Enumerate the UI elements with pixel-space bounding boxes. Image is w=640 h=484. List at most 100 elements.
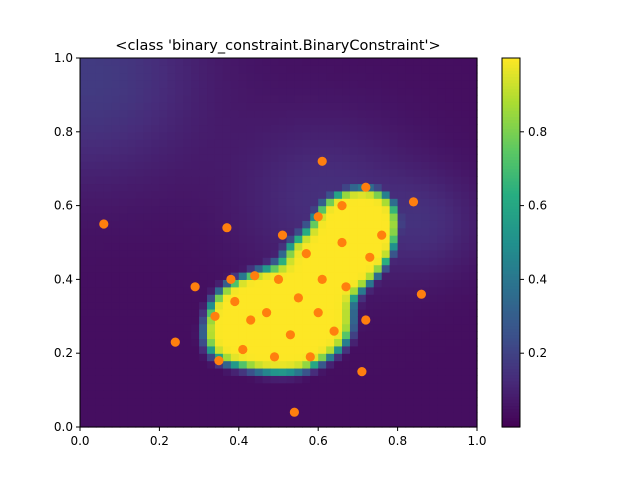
heatmap-cell: [199, 294, 208, 303]
heatmap-cell: [183, 153, 192, 162]
heatmap-cell: [183, 190, 192, 199]
heatmap-cell: [469, 331, 478, 340]
heatmap-cell: [143, 338, 153, 347]
heatmap-cell: [405, 168, 415, 177]
heatmap-cell: [278, 65, 288, 74]
heatmap-cell: [262, 404, 272, 413]
heatmap-cell: [167, 153, 176, 162]
heatmap-cell: [437, 183, 446, 192]
heatmap-cell: [191, 353, 200, 362]
heatmap-cell: [111, 308, 121, 317]
heatmap-cell: [143, 331, 153, 340]
heatmap-cell: [246, 109, 256, 118]
heatmap-cell: [429, 153, 438, 162]
heatmap-cell: [318, 338, 327, 347]
heatmap-cell: [286, 249, 295, 258]
heatmap-cell: [119, 264, 129, 273]
heatmap-cell: [405, 235, 415, 244]
heatmap-cell: [159, 235, 168, 244]
heatmap-cell: [111, 249, 121, 258]
colorbar-segment: [502, 371, 520, 376]
heatmap-cell: [397, 198, 407, 207]
heatmap-cell: [159, 153, 168, 162]
heatmap-cell: [183, 183, 192, 192]
heatmap-cell: [230, 220, 240, 229]
heatmap-cell: [183, 102, 192, 111]
colorbar-segment: [502, 116, 520, 121]
heatmap-cell: [421, 412, 430, 421]
heatmap-cell: [246, 242, 256, 251]
heatmap-cell: [151, 264, 160, 273]
heatmap-cell: [429, 397, 438, 406]
heatmap-cell: [342, 102, 351, 111]
heatmap-cell: [230, 117, 240, 126]
heatmap-cell: [302, 212, 311, 221]
heatmap-cell: [95, 94, 105, 103]
heatmap-cell: [357, 308, 367, 317]
heatmap-cell: [159, 176, 168, 185]
heatmap-cell: [437, 286, 446, 295]
heatmap-cell: [334, 190, 343, 199]
heatmap-cell: [294, 124, 303, 133]
heatmap-cell: [270, 249, 280, 258]
heatmap-cell: [318, 249, 327, 258]
heatmap-cell: [349, 87, 359, 96]
heatmap-cell: [445, 279, 454, 288]
heatmap-cell: [191, 198, 200, 207]
heatmap-cell: [294, 404, 303, 413]
heatmap-cell: [429, 220, 438, 229]
heatmap-cell: [365, 375, 375, 384]
heatmap-cell: [318, 102, 327, 111]
heatmap-cell: [413, 345, 423, 354]
heatmap-cell: [373, 294, 383, 303]
heatmap-cell: [286, 316, 295, 325]
heatmap-cell: [342, 257, 351, 266]
heatmap-cell: [302, 102, 311, 111]
heatmap-cell: [135, 242, 145, 251]
heatmap-cell: [270, 190, 280, 199]
heatmap-cell: [342, 264, 351, 273]
heatmap-cell: [278, 308, 288, 317]
heatmap-cell: [318, 220, 327, 229]
heatmap-cell: [461, 353, 470, 362]
heatmap-cell: [318, 227, 327, 236]
heatmap-cell: [294, 353, 303, 362]
heatmap-cell: [397, 102, 407, 111]
heatmap-cell: [461, 168, 470, 177]
heatmap-cell: [453, 375, 462, 384]
heatmap-cell: [373, 331, 383, 340]
colorbar-frame: [501, 57, 521, 428]
heatmap-cell: [230, 161, 240, 170]
heatmap-cell: [119, 80, 129, 89]
heatmap-cell: [437, 131, 446, 140]
heatmap-cell: [357, 117, 367, 126]
heatmap-cell: [103, 272, 113, 280]
heatmap-cell: [310, 419, 319, 428]
heatmap-cell: [80, 345, 89, 354]
heatmap-cell: [318, 412, 327, 421]
heatmap-cell: [262, 205, 272, 214]
heatmap-cell: [222, 131, 232, 140]
heatmap-cell: [310, 235, 319, 244]
heatmap-cell: [365, 338, 375, 347]
heatmap-cell: [262, 338, 272, 347]
heatmap-cell: [286, 419, 295, 428]
colorbar-segment: [502, 134, 520, 139]
heatmap-cell: [381, 220, 391, 229]
heatmap-cell: [326, 153, 335, 162]
scatter-point: [305, 352, 315, 362]
heatmap-cell: [389, 117, 399, 126]
heatmap-cell: [318, 72, 327, 81]
heatmap-cell: [238, 117, 248, 126]
heatmap-cell: [342, 390, 351, 399]
heatmap-cell: [167, 94, 176, 103]
heatmap-cell: [214, 390, 224, 399]
heatmap-cell: [103, 264, 113, 273]
heatmap-cell: [278, 286, 288, 295]
heatmap-cell: [326, 161, 335, 170]
heatmap-cell: [453, 190, 462, 199]
heatmap-cell: [278, 249, 288, 258]
heatmap-cell: [357, 404, 367, 413]
heatmap-cell: [286, 264, 295, 273]
heatmap-cell: [397, 286, 407, 295]
